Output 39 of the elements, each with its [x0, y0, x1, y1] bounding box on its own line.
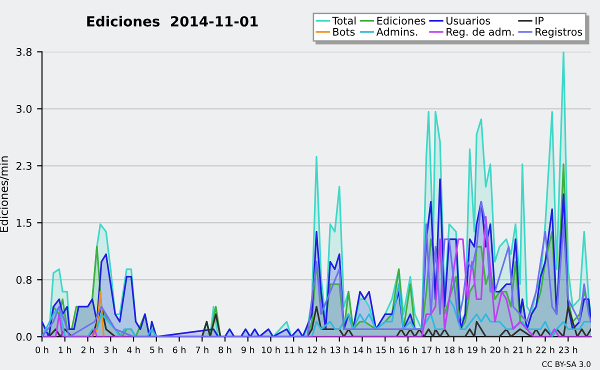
legend-label: IP [536, 16, 544, 24]
x-tick-label: 12 h [308, 346, 326, 354]
x-tick-label: 13 h [330, 346, 348, 354]
y-tick-label: 3.8 [16, 48, 32, 56]
x-tick-label: 4 h [126, 346, 140, 354]
legend-label: Total [332, 16, 356, 25]
x-tick-label: 10 h [262, 346, 280, 354]
legend-label: Usuarios [446, 16, 490, 25]
y-tick-label: 1.5 [16, 219, 32, 227]
x-tick-label: 22 h [536, 346, 554, 354]
x-tick-label: 23 h [559, 346, 578, 354]
legend-label: Admins. [376, 28, 418, 36]
legend-label: Registros [536, 28, 582, 38]
x-tick-label: 5 h [150, 346, 163, 354]
x-tick-label: 0 h [36, 346, 48, 354]
x-tick-label: 19 h [468, 346, 486, 354]
x-tick-label: 14 h [353, 346, 372, 354]
y-tick-label: 0.0 [16, 332, 32, 341]
x-tick-label: 7 h [196, 346, 208, 354]
x-tick-label: 17 h [422, 346, 440, 354]
x-tick-label: 16 h [399, 346, 417, 354]
x-tick-label: 21 h [513, 346, 532, 354]
x-tick-label: 8 h [218, 346, 232, 354]
y-tick-label: 3.0 [16, 105, 32, 113]
x-tick-label: 20 h [490, 346, 508, 354]
x-tick-label: 3 h [104, 346, 117, 354]
legend-label: Bots [333, 28, 355, 36]
y-tick-label: 2.3 [16, 162, 32, 170]
x-tick-label: 1 h [58, 346, 72, 354]
legend-label: Reg. de adm. [446, 28, 514, 38]
x-tick-label: 18 h [444, 346, 463, 354]
x-tick-label: 6 h [172, 346, 186, 354]
x-tick-label: 15 h [376, 346, 394, 354]
legend-label: Ediciones [377, 16, 426, 25]
x-tick-label: 9 h [241, 346, 254, 354]
x-tick-label: 2 h [81, 346, 94, 354]
y-tick-label: 0.8 [16, 276, 32, 284]
x-tick-label: 11 h [284, 346, 303, 354]
chart-title: Ediciones 2014-11-01 [87, 16, 258, 27]
